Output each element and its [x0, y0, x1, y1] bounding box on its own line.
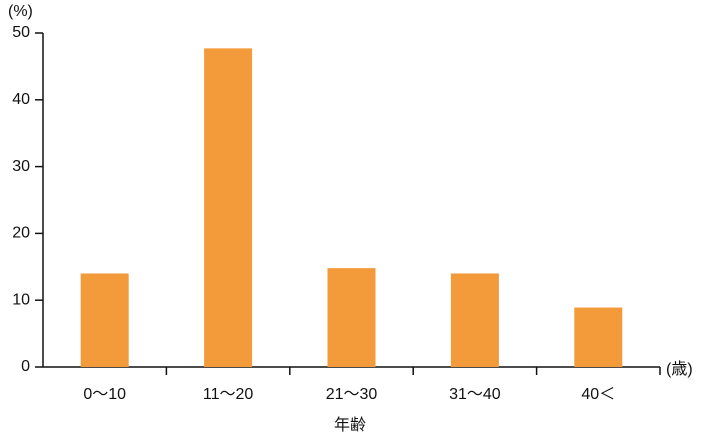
x-tick-label: 31〜40: [449, 386, 501, 403]
bar: [450, 273, 499, 367]
y-tick-label: 0: [21, 358, 30, 375]
x-tick-label: 40＜: [581, 386, 615, 403]
y-tick-label: 10: [12, 291, 30, 308]
y-tick-label: 50: [12, 24, 30, 41]
bar: [204, 48, 253, 367]
y-axis-label: (%): [8, 3, 33, 20]
x-tick-label: 0〜10: [83, 386, 126, 403]
y-tick-label: 30: [12, 158, 30, 175]
bar: [327, 268, 376, 367]
bar: [80, 273, 129, 367]
x-tick-label: 21〜30: [326, 386, 378, 403]
x-axis-title: 年齢: [334, 416, 366, 434]
y-tick-label: 20: [12, 225, 30, 242]
x-tick-label: 11〜20: [203, 386, 254, 403]
y-tick-label: 40: [12, 91, 30, 108]
x-axis-unit: (歳): [666, 360, 693, 378]
bar: [574, 307, 623, 367]
